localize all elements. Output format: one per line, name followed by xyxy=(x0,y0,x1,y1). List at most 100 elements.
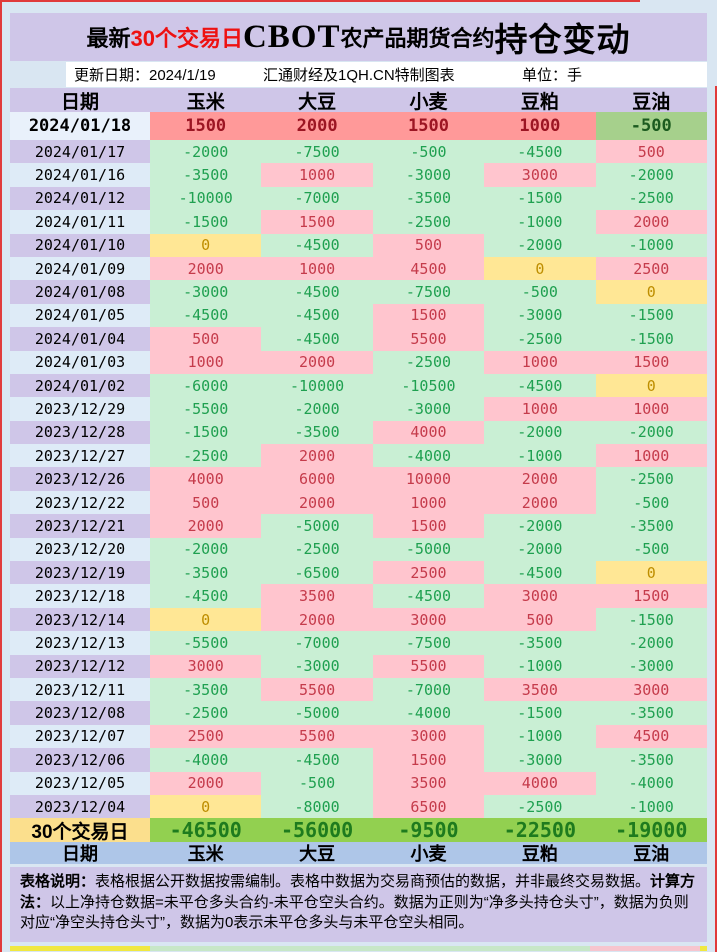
value-cell: -3500 xyxy=(595,514,707,538)
value-cell: -5000 xyxy=(261,701,373,725)
value-cell: -3000 xyxy=(150,280,262,304)
value-cell: -3500 xyxy=(150,677,262,702)
value-cell: -6000 xyxy=(150,373,262,398)
summary-label: 30个交易日 xyxy=(10,818,150,843)
summary-value-cell: -19000 xyxy=(595,818,707,843)
value-cell: -3000 xyxy=(372,397,485,421)
summary-row: 30个交易日 -46500 -56000 -9500 -22500 -19000 xyxy=(10,818,707,843)
value-cell: 3000 xyxy=(372,724,485,749)
table-row: 2023/12/18 -4500 3500 -4500 3000 1500 xyxy=(10,584,707,608)
column-header-1: 玉米 xyxy=(187,844,224,865)
date-cell: 2023/12/04 xyxy=(10,794,150,819)
value-cell: -7500 xyxy=(261,140,373,164)
title-prefix: 最新 xyxy=(86,26,131,51)
value-cell: 4000 xyxy=(372,420,485,445)
value-cell: -5000 xyxy=(372,537,485,562)
update-date: 更新日期：2024/1/19 xyxy=(74,67,216,84)
table-row: 2024/01/05 -4500 -4500 1500 -3000 -1500 xyxy=(10,303,707,328)
value-cell: -2500 xyxy=(595,186,707,211)
next-tile-partial-row-pink xyxy=(590,946,700,951)
table-row: 2023/12/13 -5500 -7000 -7500 -3500 -2000 xyxy=(10,631,707,655)
table-row: 2024/01/10 0 -4500 500 -2000 -1000 xyxy=(10,233,707,257)
value-cell: 1000 xyxy=(150,350,262,374)
column-header-5: 豆油 xyxy=(633,844,670,865)
value-cell: -4500 xyxy=(261,280,373,304)
date-cell: 2023/12/20 xyxy=(10,537,150,562)
column-header-0: 日期 xyxy=(60,91,99,113)
value-cell: -2000 xyxy=(484,233,596,257)
value-cell: 1500 xyxy=(372,112,485,140)
column-header-5: 豆油 xyxy=(632,91,671,113)
value-cell: 2000 xyxy=(150,256,262,281)
value-cell: -7000 xyxy=(372,677,485,702)
value-cell: -10000 xyxy=(261,373,373,398)
value-cell: -7500 xyxy=(372,280,485,304)
value-cell: 500 xyxy=(150,327,262,351)
column-header-4: 豆粕 xyxy=(520,91,559,113)
value-cell: -1000 xyxy=(595,233,707,257)
column-header-3: 小麦 xyxy=(409,91,448,113)
value-cell: -500 xyxy=(595,112,707,140)
value-cell: -500 xyxy=(372,140,485,164)
date-cell: 2024/01/02 xyxy=(10,373,150,398)
note-text: 表格根据公开数据按需编制。表格中数据为交易商预估的数据，并非最终交易数据。 xyxy=(95,873,651,890)
value-cell: -1500 xyxy=(595,607,707,632)
table-row: 2023/12/21 2000 -5000 1500 -2000 -3500 xyxy=(10,514,707,538)
value-cell: 1500 xyxy=(595,584,707,608)
date-cell: 2023/12/14 xyxy=(10,607,150,632)
value-cell: 2000 xyxy=(484,467,596,491)
value-cell: 5500 xyxy=(261,677,373,702)
value-cell: -5000 xyxy=(261,514,373,538)
value-cell: 1000 xyxy=(261,163,373,187)
value-cell: -2500 xyxy=(150,701,262,725)
value-cell: -1500 xyxy=(595,303,707,328)
table-row: 2024/01/02 -6000 -10000 -10500 -4500 0 xyxy=(10,373,707,398)
table-row: 2023/12/20 -2000 -2500 -5000 -2000 -500 xyxy=(10,537,707,562)
red-border-left xyxy=(0,0,2,952)
value-cell: 2000 xyxy=(261,112,373,140)
table-row: 2024/01/08 -3000 -4500 -7500 -500 0 xyxy=(10,280,707,304)
summary-value-cell: -9500 xyxy=(372,818,485,843)
table-row: 2023/12/08 -2500 -5000 -4000 -1500 -3500 xyxy=(10,701,707,725)
table-row: 2023/12/06 -4000 -4500 1500 -3000 -3500 xyxy=(10,748,707,772)
value-cell: -1500 xyxy=(484,701,596,725)
value-cell: 2000 xyxy=(484,490,596,515)
red-border-right xyxy=(715,86,717,952)
red-border-top xyxy=(0,0,640,2)
value-cell: 1000 xyxy=(484,397,596,421)
value-cell: 1500 xyxy=(261,210,373,234)
value-cell: 4000 xyxy=(484,771,596,795)
table-row: 2023/12/14 0 2000 3000 500 -1500 xyxy=(10,607,707,632)
table-row: 2023/12/07 2500 5500 3000 -1000 4500 xyxy=(10,724,707,749)
unit-label: 单位：手 xyxy=(522,67,583,84)
value-cell: 2500 xyxy=(372,561,485,585)
date-cell: 2024/01/11 xyxy=(10,210,150,234)
table-row: 2024/01/18 1500 2000 1500 1000 -500 xyxy=(10,112,707,140)
value-cell: -4500 xyxy=(261,303,373,328)
note-label: 计算方法： xyxy=(20,873,696,911)
date-cell: 2023/12/06 xyxy=(10,748,150,772)
value-cell: 1000 xyxy=(484,350,596,374)
date-cell: 2023/12/13 xyxy=(10,631,150,655)
value-cell: 2500 xyxy=(150,724,262,749)
value-cell: 2500 xyxy=(595,256,707,281)
value-cell: -2500 xyxy=(595,467,707,491)
date-cell: 2023/12/19 xyxy=(10,561,150,585)
value-cell: 5500 xyxy=(372,327,485,351)
value-cell: -1000 xyxy=(484,444,596,468)
value-cell: -4500 xyxy=(484,373,596,398)
next-tile-partial-row-green xyxy=(150,946,590,951)
date-cell: 2023/12/22 xyxy=(10,490,150,515)
date-cell: 2023/12/18 xyxy=(10,584,150,608)
value-cell: -10500 xyxy=(372,373,485,398)
value-cell: 0 xyxy=(150,233,262,257)
value-cell: 1500 xyxy=(372,303,485,328)
value-cell: -4000 xyxy=(372,701,485,725)
value-cell: 3500 xyxy=(372,771,485,795)
value-cell: 4500 xyxy=(372,256,485,281)
value-cell: 1000 xyxy=(372,490,485,515)
value-cell: 1500 xyxy=(150,112,262,140)
value-cell: -6500 xyxy=(261,561,373,585)
value-cell: -4000 xyxy=(372,444,485,468)
value-cell: -3500 xyxy=(150,163,262,187)
